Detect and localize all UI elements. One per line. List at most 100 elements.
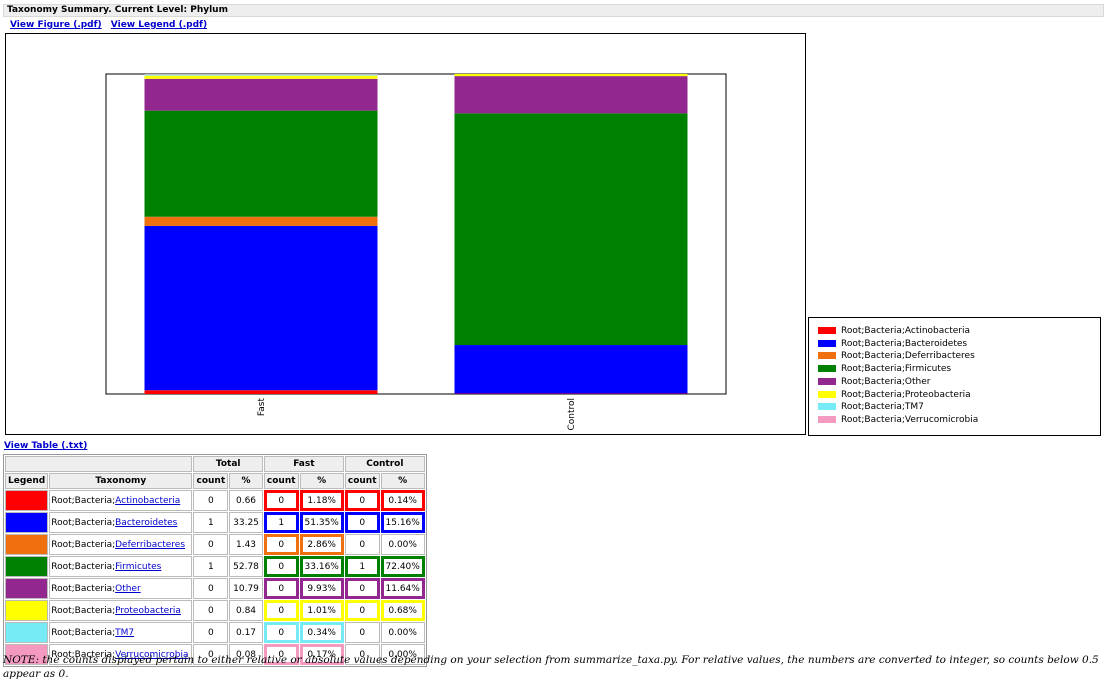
fast-pct-cell: 0.17% (299, 644, 344, 665)
header-taxonomy: Taxonomy (49, 473, 193, 489)
bar-segment-fast-tm7 (144, 74, 378, 76)
legend-swatch (818, 327, 836, 334)
page-title: Taxonomy Summary. Current Level: Phylum (3, 4, 1104, 17)
bar-segment-control-bacteroidetes (454, 345, 688, 394)
view-legend-link[interactable]: View Legend (.pdf) (110, 20, 208, 30)
control-count-cell: 0 (344, 534, 380, 555)
chart-legend: Root;Bacteria;Actinobacteria Root;Bacteri… (808, 317, 1101, 436)
legend-swatch (818, 365, 836, 373)
control-count-cell: 0 (344, 622, 380, 643)
bar-segment-fast-actinobacteria (144, 390, 378, 394)
legend-label: Root;Bacteria;Other (841, 376, 931, 387)
legend-item: Root;Bacteria;Bacteroidetes (818, 338, 967, 350)
chart-frame: Fast Control (5, 33, 806, 435)
legend-color-cell (5, 578, 49, 599)
table-row: Root;Bacteria;Other 0 10.79 0 9.93% 0 11.64% (5, 578, 425, 599)
taxon-link[interactable]: Verrucomicrobia (115, 649, 189, 660)
legend-swatch (818, 339, 836, 347)
table-sub-header-row: Legend Taxonomy count % count % count % (5, 473, 425, 489)
fast-pct-cell: 1.18% (299, 490, 344, 511)
taxon-link[interactable]: Other (115, 583, 141, 594)
control-pct-cell: 11.64% (380, 578, 425, 599)
view-table-link[interactable]: View Table (.txt) (4, 441, 88, 451)
taxonomy-cell: Root;Bacteria;Actinobacteria (49, 490, 193, 511)
table-row: Root;Bacteria;Verrucomicrobia 0 0.08 0 0.17%… (5, 644, 425, 665)
fast-count-cell: 0 (263, 578, 299, 599)
taxonomy-table: Total Fast Control Legend Taxonomy count… (3, 454, 427, 667)
total-pct-cell: 0.17 (229, 622, 263, 643)
header-total-count: count (193, 473, 229, 489)
legend-label: Root;Bacteria;Actinobacteria (841, 326, 971, 336)
taxonomy-prefix: Root;Bacteria; (51, 605, 116, 616)
taxonomy-prefix: Root;Bacteria; (51, 539, 116, 550)
legend-label: Root;Bacteria;Deferribacteres (841, 351, 975, 362)
control-pct-cell: 72.40% (380, 556, 425, 577)
taxonomy-cell: Root;Bacteria;Deferribacteres (49, 534, 193, 555)
header-fast-pct: % (299, 473, 344, 489)
bar-segment-fast-deferribacteres (144, 216, 378, 226)
fast-pct-cell: 51.35% (299, 512, 344, 533)
taxonomy-prefix: Root;Bacteria; (51, 561, 116, 572)
table-row: Root;Bacteria;Deferribacteres 0 1.43 0 2.86%… (5, 534, 425, 555)
table-row: Root;Bacteria;Proteobacteria 0 0.84 0 1.01% 0… (5, 600, 425, 621)
fast-count-cell: 0 (263, 644, 299, 665)
control-pct-cell: 0.00% (380, 534, 425, 555)
header-control-count: count (344, 473, 380, 489)
taxon-link[interactable]: Proteobacteria (115, 605, 181, 616)
taxonomy-cell: Root;Bacteria;Verrucomicrobia (49, 644, 193, 665)
legend-swatch (818, 377, 836, 385)
group-header-fast: Fast (263, 456, 344, 472)
control-count-cell: 0 (344, 600, 380, 621)
table-row: Root;Bacteria;TM7 0 0.17 0 0.34% 0 0.00% (5, 622, 425, 643)
taxonomy-cell: Root;Bacteria;Proteobacteria (49, 600, 193, 621)
bar-segment-control-other (454, 76, 688, 114)
total-count-cell: 0 (193, 600, 229, 621)
group-header-control: Control (344, 456, 425, 472)
taxonomy-prefix: Root;Bacteria; (51, 495, 116, 506)
total-pct-cell: 10.79 (229, 578, 263, 599)
table-row: Root;Bacteria;Bacteroidetes 1 33.25 1 51.35%… (5, 512, 425, 533)
legend-color-cell (5, 490, 49, 511)
taxon-link[interactable]: Actinobacteria (115, 495, 181, 506)
total-pct-cell: 52.78 (229, 556, 263, 577)
taxonomy-prefix: Root;Bacteria; (51, 627, 116, 638)
legend-color-cell (5, 644, 49, 665)
taxon-link[interactable]: TM7 (115, 627, 135, 638)
legend-item: Root;Bacteria;Verrucomicrobia (818, 414, 978, 426)
header-fast-count: count (263, 473, 299, 489)
fast-pct-cell: 2.86% (299, 534, 344, 555)
header-legend: Legend (5, 473, 49, 489)
legend-item: Root;Bacteria;Actinobacteria (818, 325, 970, 337)
legend-color-cell (5, 556, 49, 577)
taxonomy-cell: Root;Bacteria;TM7 (49, 622, 193, 643)
total-pct-cell: 0.08 (229, 644, 263, 665)
bar-segment-control-proteobacteria (454, 73, 688, 77)
taxonomy-cell: Root;Bacteria;Bacteroidetes (49, 512, 193, 533)
legend-item: Root;Bacteria;Proteobacteria (818, 389, 971, 401)
blank-group-header (5, 456, 193, 472)
total-count-cell: 1 (193, 556, 229, 577)
legend-label: Root;Bacteria;Verrucomicrobia (841, 414, 979, 425)
legend-item: Root;Bacteria;Firmicutes (818, 363, 951, 375)
taxon-link[interactable]: Firmicutes (115, 561, 162, 572)
total-pct-cell: 0.66 (229, 490, 263, 511)
footnote: NOTE: the counts displayed pertain to ei… (3, 654, 1099, 680)
view-figure-link[interactable]: View Figure (.pdf) (10, 20, 102, 30)
total-pct-cell: 0.84 (229, 600, 263, 621)
control-pct-cell: 0.68% (380, 600, 425, 621)
legend-label: Root;Bacteria;Proteobacteria (841, 389, 971, 400)
taxon-link[interactable]: Deferribacteres (115, 539, 186, 550)
total-count-cell: 0 (193, 490, 229, 511)
bar-segment-fast-other (144, 78, 378, 111)
x-tick-label-fast: Fast (257, 398, 267, 417)
taxon-link[interactable]: Bacteroidetes (115, 517, 178, 528)
legend-label: Root;Bacteria;Firmicutes (841, 364, 952, 375)
control-count-cell: 0 (344, 578, 380, 599)
taxonomy-prefix: Root;Bacteria; (51, 583, 116, 594)
fast-count-cell: 0 (263, 600, 299, 621)
control-count-cell: 0 (344, 490, 380, 511)
fast-count-cell: 1 (263, 512, 299, 533)
figure-links: View Figure (.pdf) View Legend (.pdf) (10, 20, 213, 30)
header-total-pct: % (229, 473, 263, 489)
table-row: Root;Bacteria;Firmicutes 1 52.78 0 33.16% 1 72… (5, 556, 425, 577)
